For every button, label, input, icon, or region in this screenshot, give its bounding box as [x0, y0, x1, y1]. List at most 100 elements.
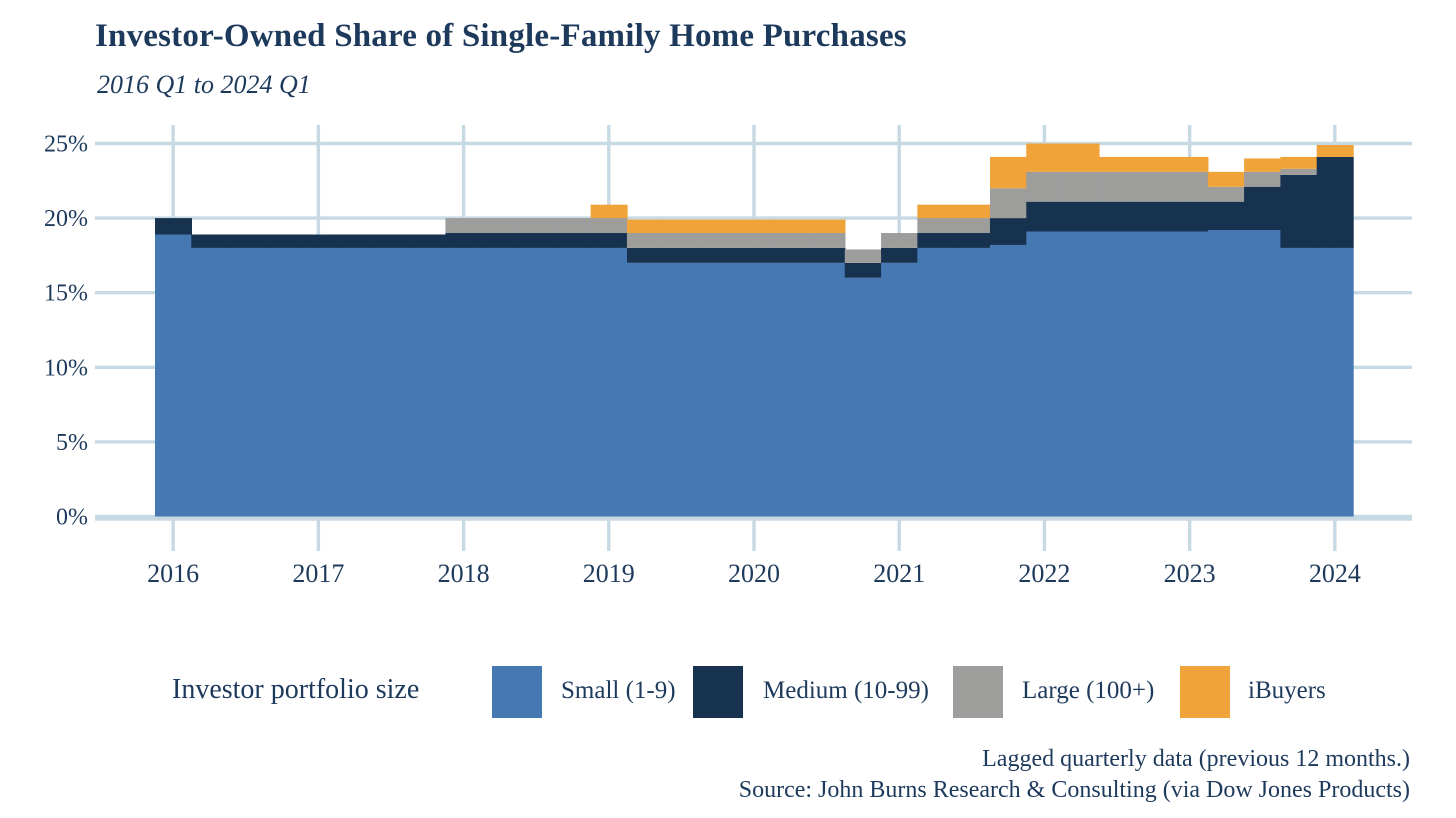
bar-segment-medium [590, 233, 628, 248]
x-axis-tick-label: 2020 [728, 559, 780, 588]
bar-segment-large [481, 218, 519, 234]
x-axis-tick-label: 2018 [438, 559, 490, 588]
bar-segment-small [590, 247, 628, 517]
bar-segment-small [1062, 231, 1100, 517]
legend-title: Investor portfolio size [172, 674, 420, 705]
bar-segment-ibuyers [917, 204, 955, 219]
bar-segment-medium [1244, 186, 1282, 231]
bar-segment-medium [772, 247, 810, 263]
bar-segment-large [989, 188, 1027, 219]
bar-segment-small [881, 262, 919, 517]
bar-segment-medium [155, 218, 193, 235]
legend-label-ibuyers: iBuyers [1248, 677, 1326, 704]
x-axis-tick-label: 2016 [147, 559, 199, 588]
bar-segment-large [772, 233, 810, 248]
bar-segment-medium [1280, 174, 1318, 248]
bar-segment-ibuyers [626, 219, 664, 234]
bar-segment-small [1207, 230, 1245, 517]
bar-segment-medium [1207, 201, 1245, 231]
bar-segment-small [626, 262, 664, 517]
bar-segment-small [1316, 247, 1354, 517]
bar-segment-ibuyers [590, 204, 628, 219]
bar-segment-large [1098, 171, 1136, 202]
bar-segment-small [663, 262, 701, 517]
bar-segment-small [917, 247, 955, 517]
bar-segment-ibuyers [1171, 156, 1209, 172]
legend-swatch-small [492, 666, 542, 718]
bar-segment-medium [1062, 201, 1100, 232]
bar-segment-large [663, 233, 701, 248]
bar-segment-small [772, 262, 810, 517]
footnote-line-2: Source: John Burns Research & Consulting… [738, 777, 1410, 803]
bar-segment-large [1244, 171, 1282, 187]
x-axis-tick-label: 2021 [873, 559, 925, 588]
bar-segment-large [626, 233, 664, 248]
bar-segment-medium [663, 247, 701, 263]
x-axis-tick-label: 2019 [583, 559, 635, 588]
x-axis-tick-label: 2023 [1164, 559, 1216, 588]
bar-segment-medium [1026, 201, 1064, 232]
bar-segment-medium [300, 234, 338, 248]
bar-segment-large [1062, 171, 1100, 202]
x-axis-tick-label: 2024 [1309, 559, 1361, 588]
bar-segment-small [953, 247, 991, 517]
bar-segment-medium [481, 233, 519, 248]
bar-segment-ibuyers [1280, 156, 1318, 169]
bar-segment-large [590, 218, 628, 234]
bar-segment-small [1280, 247, 1318, 517]
chart-title: Investor-Owned Share of Single-Family Ho… [95, 18, 907, 54]
bar-segment-small [227, 247, 265, 517]
bar-segment-large [735, 233, 773, 248]
bar-segment-medium [917, 233, 955, 248]
bar-segment-small [372, 247, 410, 517]
bar-segment-ibuyers [663, 219, 701, 234]
bar-segment-small [1026, 231, 1064, 517]
bar-segment-small [155, 234, 193, 517]
bar-segment-small [699, 262, 737, 517]
bar-segment-large [1026, 171, 1064, 202]
bar-segment-small [336, 247, 374, 517]
bar-segment-ibuyers [772, 219, 810, 234]
stacked-area-chart: 0% 5% 10% 15% 20% 25% 2016 2017 2018 2019 2020 2021… [44, 125, 1412, 588]
bar-segment-large [881, 233, 919, 248]
bar-segment-medium [1316, 156, 1354, 248]
bar-segment-medium [372, 234, 410, 248]
y-axis-tick-label: 10% [44, 355, 88, 381]
bar-segment-ibuyers [1244, 158, 1282, 172]
bar-segment-ibuyers [1316, 144, 1354, 157]
bar-segment-small [554, 247, 592, 517]
legend-label-medium: Medium (10-99) [763, 677, 929, 704]
bar-segment-medium [409, 234, 447, 248]
bar-segment-medium [626, 247, 664, 263]
legend-label-small: Small (1-9) [561, 677, 676, 704]
bar-segment-small [445, 247, 483, 517]
bar-segment-medium [1135, 201, 1173, 232]
bar-segment-small [300, 247, 338, 517]
bar-segment-ibuyers [1135, 156, 1173, 172]
bar-segment-small [989, 244, 1027, 517]
bar-segment-small [1171, 231, 1209, 517]
bar-segment-large [699, 233, 737, 248]
bar-segment-large [808, 233, 846, 248]
bar-segment-ibuyers [1098, 156, 1136, 172]
bar-segment-medium [518, 233, 556, 248]
bar-segment-large [1135, 171, 1173, 202]
chart-subtitle: 2016 Q1 to 2024 Q1 [97, 70, 311, 99]
bar-segment-medium [735, 247, 773, 263]
x-axis-tick-label: 2017 [292, 559, 344, 588]
bar-segment-small [735, 262, 773, 517]
bar-segment-small [1098, 231, 1136, 517]
bar-segment-large [554, 218, 592, 234]
bar-segment-medium [191, 234, 229, 248]
y-axis-tick-label: 25% [44, 132, 88, 158]
bar-segment-ibuyers [989, 156, 1027, 189]
bar-segment-large [844, 249, 882, 263]
bar-segment-small [481, 247, 519, 517]
bar-segment-medium [1171, 201, 1209, 232]
bar-segment-medium [808, 247, 846, 263]
x-axis-tick-label: 2022 [1018, 559, 1070, 588]
y-axis-tick-label: 0% [56, 505, 88, 531]
bar-segment-small [1135, 231, 1173, 517]
bar-segment-medium [1098, 201, 1136, 232]
bar-segment-medium [844, 262, 882, 278]
